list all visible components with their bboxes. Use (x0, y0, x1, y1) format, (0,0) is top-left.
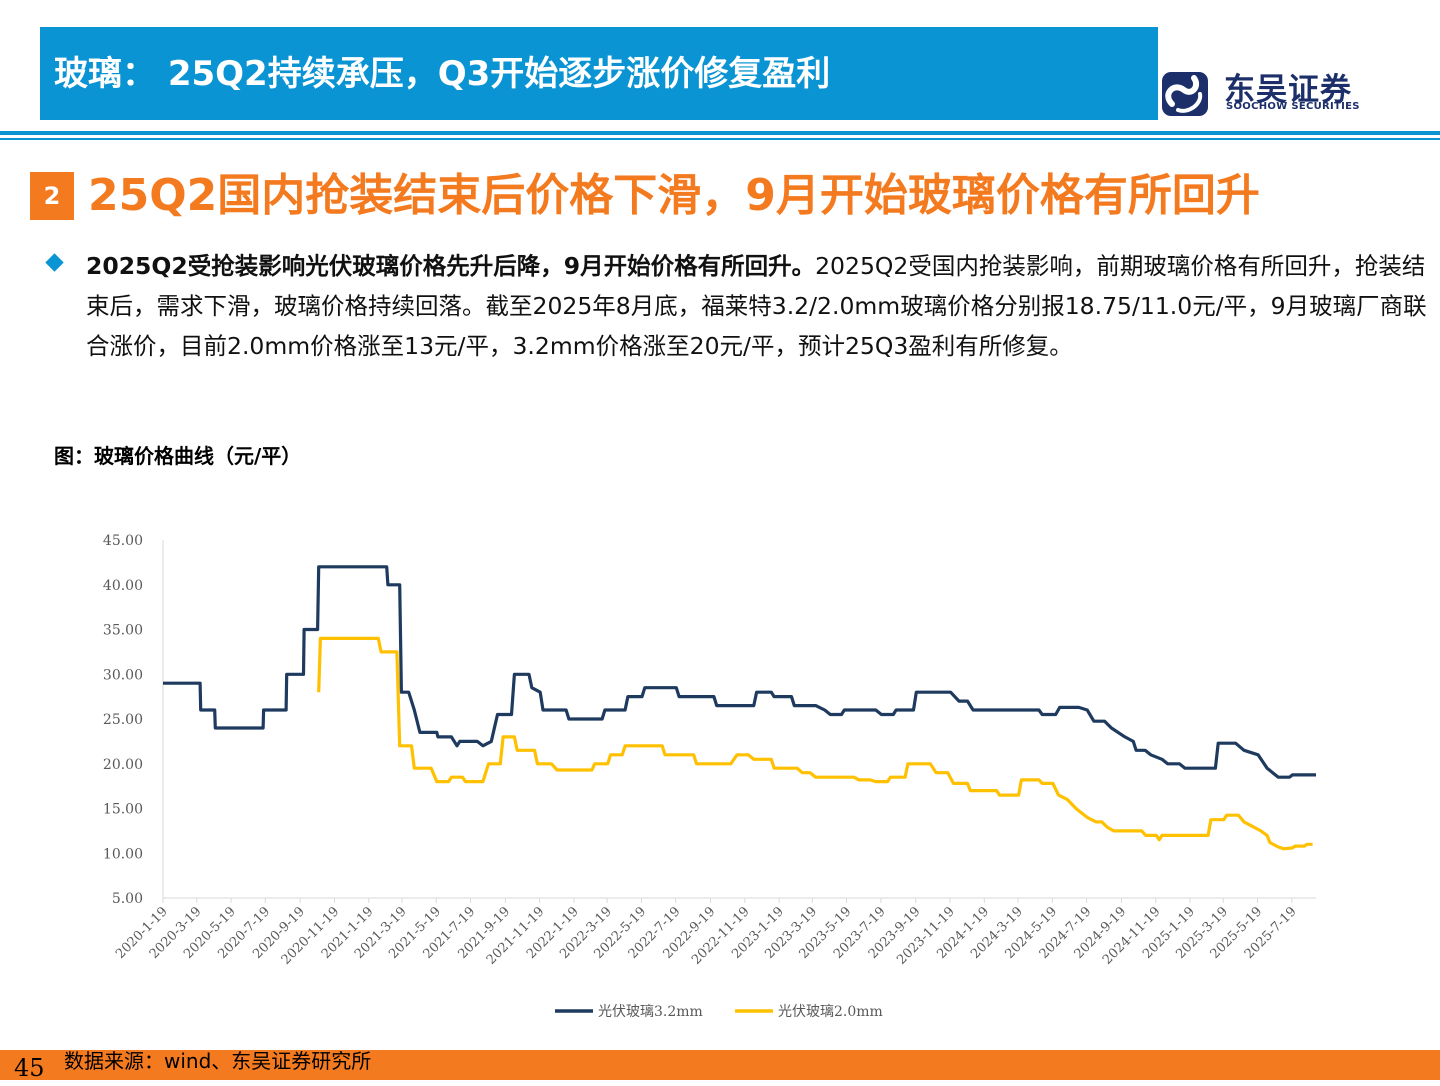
logo-text-en: SOOCHOW SECURITIES (1226, 101, 1360, 112)
y-tick-label: 35.00 (103, 623, 143, 639)
page-number: 45 (14, 1054, 45, 1082)
y-tick-label: 10.00 (103, 846, 143, 862)
y-tick-label: 30.00 (103, 667, 143, 683)
series-line-3-2mm (163, 565, 1316, 779)
header-banner (40, 27, 1158, 120)
y-tick-label: 5.00 (112, 891, 143, 907)
glass-price-chart: 45.00 40.00 35.00 30.00 25.00 20.00 15.00 10.00… (103, 533, 1316, 1020)
y-tick-label: 25.00 (103, 712, 143, 728)
footer-bar (0, 1050, 1440, 1080)
bullet-paragraph: 2025Q2受抢装影响光伏玻璃价格先升后降，9月开始价格有所回升。2025Q2受… (86, 246, 1436, 366)
soochow-logo-icon (1162, 72, 1208, 116)
figure-title: 图：玻璃价格曲线（元/平） (54, 444, 302, 468)
y-tick-label: 45.00 (103, 533, 143, 549)
bullet-body: 2025Q2受国内抢装影响，前期玻璃价格有所回升，抢装结束后，需求下滑，玻璃价格… (86, 252, 1427, 360)
header-rule-thin (0, 138, 1440, 140)
y-tick-label: 15.00 (103, 802, 143, 818)
section-title: 25Q2国内抢装结束后价格下滑，9月开始玻璃价格有所回升 (88, 170, 1260, 221)
legend-label: 光伏玻璃2.0mm (778, 1003, 883, 1020)
bullet-diamond-icon (45, 253, 64, 272)
logo-text-cn: 东吴证券 (1224, 72, 1352, 108)
y-tick-label: 40.00 (103, 578, 143, 594)
data-source: 数据来源：wind、东吴证券研究所 (64, 1049, 372, 1073)
company-logo: 东吴证券 SOOCHOW SECURITIES (1160, 60, 1370, 120)
y-tick-label: 20.00 (103, 757, 143, 773)
legend-label: 光伏玻璃3.2mm (598, 1003, 703, 1020)
header-rule (0, 131, 1440, 135)
bullet-bold-lead: 2025Q2受抢装影响光伏玻璃价格先升后降，9月开始价格有所回升。 (86, 252, 816, 280)
page-title: 玻璃： 25Q2持续承压，Q3开始逐步涨价修复盈利 (54, 54, 831, 94)
series-line-2-0mm (317, 636, 1313, 851)
section-number-badge: 2 (30, 172, 74, 220)
